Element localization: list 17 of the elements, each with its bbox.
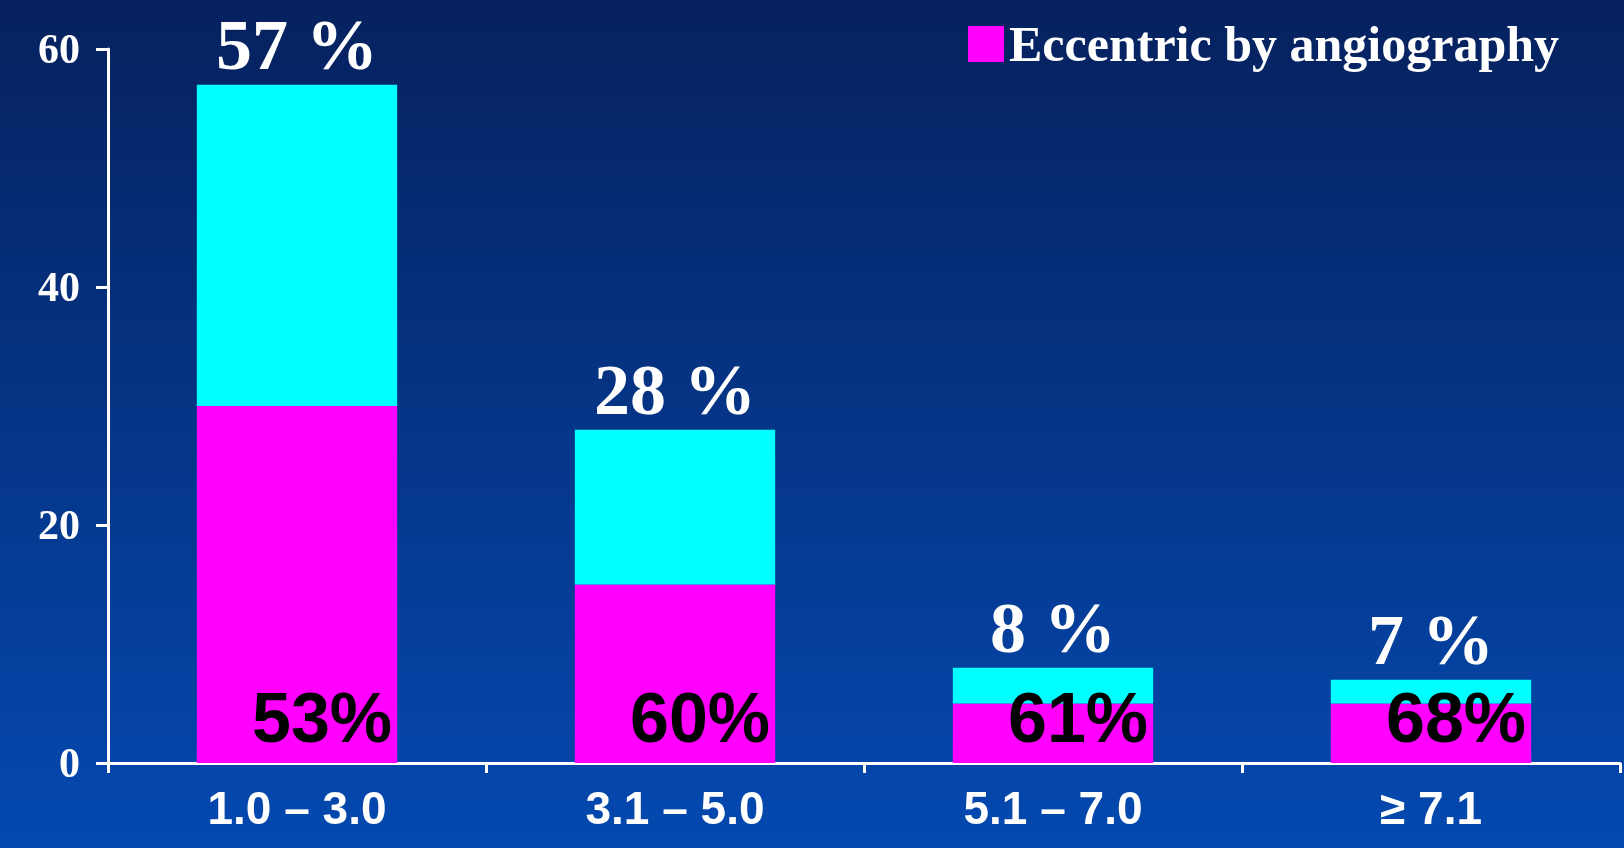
y-tick-label: 60 [38, 26, 80, 72]
x-tick-label: 5.1 – 7.0 [963, 782, 1143, 834]
x-tick-label: 1.0 – 3.0 [207, 782, 387, 834]
x-tick-label: ≥ 7.1 [1380, 782, 1482, 834]
annotation: 61% [1007, 679, 1149, 757]
y-tick-label: 20 [38, 502, 80, 548]
annotation: 60% [629, 679, 771, 757]
total-label: 57 % [216, 4, 378, 85]
total-label: 28 % [594, 349, 756, 430]
y-tick-label: 40 [38, 264, 80, 310]
annotation: 68% [1385, 679, 1527, 757]
total-label: 7 % [1368, 599, 1494, 680]
y-tick-label: 0 [59, 740, 80, 786]
legend-label: Eccentric by angiography [1009, 16, 1560, 72]
annotation: 53% [251, 679, 393, 757]
x-tick-label: 3.1 – 5.0 [585, 782, 765, 834]
total-label: 8 % [990, 587, 1116, 668]
